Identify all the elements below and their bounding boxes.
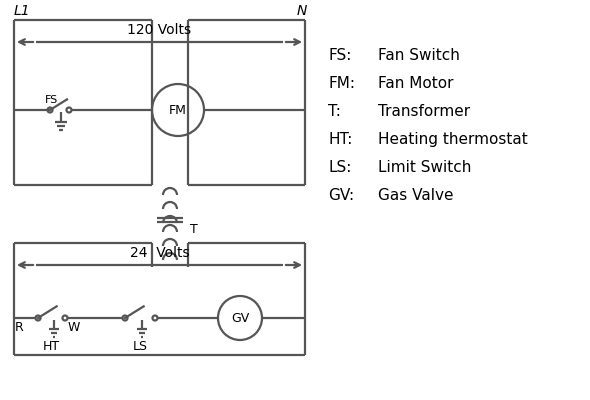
Text: Heating thermostat: Heating thermostat: [378, 132, 527, 147]
Text: FM:: FM:: [328, 76, 355, 91]
Text: 120 Volts: 120 Volts: [127, 23, 192, 37]
Text: HT:: HT:: [328, 132, 352, 147]
Text: T:: T:: [328, 104, 341, 119]
Text: FM: FM: [169, 104, 187, 116]
Text: FS:: FS:: [328, 48, 352, 63]
Text: Limit Switch: Limit Switch: [378, 160, 471, 175]
Text: W: W: [68, 321, 80, 334]
Text: LS:: LS:: [328, 160, 352, 175]
Text: 24  Volts: 24 Volts: [130, 246, 189, 260]
Text: FS: FS: [45, 95, 58, 105]
Text: HT: HT: [43, 340, 60, 353]
Text: Fan Switch: Fan Switch: [378, 48, 460, 63]
Text: GV:: GV:: [328, 188, 354, 203]
Text: T: T: [190, 223, 198, 236]
Text: Fan Motor: Fan Motor: [378, 76, 454, 91]
Text: R: R: [15, 321, 24, 334]
Text: GV: GV: [231, 312, 249, 324]
Text: Gas Valve: Gas Valve: [378, 188, 454, 203]
Text: L1: L1: [14, 4, 31, 18]
Text: Transformer: Transformer: [378, 104, 470, 119]
Text: LS: LS: [133, 340, 148, 353]
Text: N: N: [297, 4, 307, 18]
